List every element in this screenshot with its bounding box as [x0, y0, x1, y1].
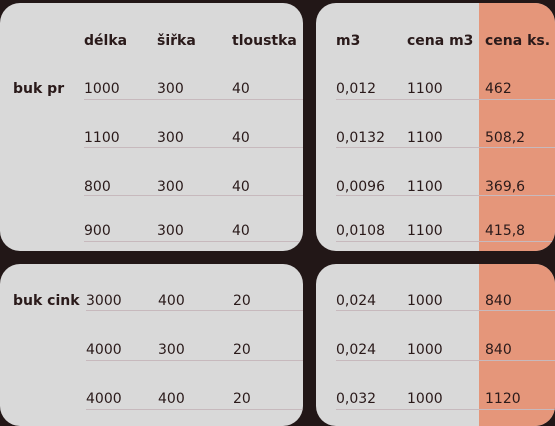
header-sirka: šiřka — [157, 33, 196, 49]
cell-sirka: 400 — [158, 391, 185, 407]
row-divider — [86, 360, 303, 361]
cell-cena-ks: 840 — [485, 342, 512, 358]
cell-delka: 1100 — [84, 130, 120, 146]
row-divider — [336, 409, 555, 410]
cell-delka: 4000 — [86, 342, 122, 358]
row-divider — [336, 99, 555, 100]
cell-m3: 0,024 — [336, 293, 377, 309]
group1-dimensions-panel: délka šiřka tloustka buk pr 1000 300 40 … — [0, 3, 303, 251]
row-divider — [84, 241, 303, 242]
row-divider — [336, 310, 555, 311]
cell-delka: 3000 — [86, 293, 122, 309]
cell-cena-m3: 1100 — [407, 130, 443, 146]
header-cena-m3: cena m3 — [407, 33, 474, 49]
cell-tloustka: 40 — [232, 130, 250, 146]
cell-delka: 900 — [84, 223, 111, 239]
cell-delka: 4000 — [86, 391, 122, 407]
group2-label: buk cink — [13, 293, 80, 309]
row-divider — [336, 241, 555, 242]
row-divider — [86, 409, 303, 410]
cell-m3: 0,012 — [336, 81, 377, 97]
cell-sirka: 300 — [157, 223, 184, 239]
cell-cena-ks: 462 — [485, 81, 512, 97]
cell-cena-ks: 1120 — [485, 391, 521, 407]
cell-cena-m3: 1000 — [407, 391, 443, 407]
group1-price-panel: m3 cena m3 cena ks. 0,012 1100 462 0,013… — [316, 3, 555, 251]
cell-cena-m3: 1000 — [407, 342, 443, 358]
group2-price-panel: 0,024 1000 840 0,024 1000 840 0,032 1000… — [316, 264, 555, 426]
cell-cena-ks: 508,2 — [485, 130, 526, 146]
cell-cena-m3: 1100 — [407, 179, 443, 195]
cell-tloustka: 40 — [232, 179, 250, 195]
cell-sirka: 300 — [158, 342, 185, 358]
header-cena-ks: cena ks. — [485, 33, 551, 49]
row-divider — [84, 147, 303, 148]
row-divider — [84, 99, 303, 100]
row-divider — [86, 310, 303, 311]
group2-dimensions-panel: buk cink 3000 400 20 4000 300 20 4000 40… — [0, 264, 303, 426]
cell-cena-m3: 1100 — [407, 223, 443, 239]
cell-tloustka: 20 — [233, 293, 251, 309]
cell-tloustka: 20 — [233, 342, 251, 358]
cell-sirka: 300 — [157, 130, 184, 146]
cell-cena-ks: 840 — [485, 293, 512, 309]
price-column-highlight — [479, 3, 555, 251]
cell-cena-ks: 369,6 — [485, 179, 526, 195]
row-divider — [336, 147, 555, 148]
cell-tloustka: 40 — [232, 223, 250, 239]
cell-m3: 0,032 — [336, 391, 377, 407]
cell-tloustka: 40 — [232, 81, 250, 97]
header-delka: délka — [84, 33, 128, 49]
cell-delka: 800 — [84, 179, 111, 195]
row-divider — [84, 195, 303, 196]
cell-m3: 0,0096 — [336, 179, 385, 195]
row-divider — [336, 195, 555, 196]
cell-delka: 1000 — [84, 81, 120, 97]
row-divider — [336, 360, 555, 361]
cell-tloustka: 20 — [233, 391, 251, 407]
price-column-highlight — [479, 264, 555, 426]
cell-m3: 0,024 — [336, 342, 377, 358]
cell-sirka: 300 — [157, 179, 184, 195]
cell-sirka: 300 — [157, 81, 184, 97]
cell-sirka: 400 — [158, 293, 185, 309]
header-tloustka: tloustka — [232, 33, 297, 49]
header-m3: m3 — [336, 33, 361, 49]
cell-cena-m3: 1100 — [407, 81, 443, 97]
cell-m3: 0,0132 — [336, 130, 385, 146]
group1-label: buk pr — [13, 81, 65, 97]
cell-cena-ks: 415,8 — [485, 223, 526, 239]
cell-cena-m3: 1000 — [407, 293, 443, 309]
cell-m3: 0,0108 — [336, 223, 385, 239]
